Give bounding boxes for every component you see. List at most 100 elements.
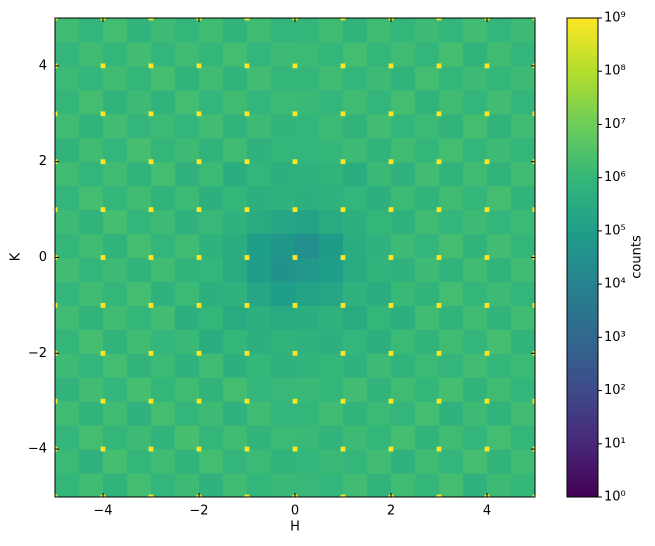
cell [271,89,296,115]
cell [247,329,272,354]
cell [151,65,176,91]
cell [127,41,152,67]
cell [295,305,320,330]
cell [127,161,152,187]
cell [439,401,464,426]
bragg-peak [148,446,154,452]
x-tick-label: 4 [483,504,491,519]
cell [367,425,392,450]
bragg-peak [484,207,490,212]
cell [319,161,344,187]
cell [103,473,128,497]
cell [343,41,368,67]
cell [103,233,128,258]
x-tick-label: 2 [387,504,395,519]
cell [79,329,104,354]
cell [79,353,104,378]
cell [223,281,248,306]
cell [415,209,440,235]
cell [487,305,512,330]
cell [199,353,224,378]
cell [463,281,488,306]
cell [247,65,272,91]
cell [175,41,200,67]
cell [319,305,344,330]
cell [463,305,488,330]
cell [391,353,416,378]
cell [463,18,488,43]
colorbar-tick-label: 10³ [604,330,626,345]
bragg-peak [532,207,535,212]
cell [439,353,464,378]
bragg-peak [436,446,442,452]
cell [247,449,272,474]
cell [103,257,128,282]
cell [415,113,440,139]
cell [55,161,80,187]
bragg-peak [292,159,298,165]
bragg-peak [292,398,298,404]
cell [295,161,320,187]
cell [79,161,104,187]
cell [343,65,368,91]
cell [391,305,416,330]
cell [439,281,464,306]
cell [199,209,224,235]
bragg-peak [340,63,346,69]
cell [271,305,296,330]
cell [463,329,488,354]
colorbar-tick-label: 10⁶ [604,170,626,185]
cell [151,89,176,115]
bragg-peak [292,63,298,69]
cell [247,41,272,67]
cell [103,281,128,306]
cell [175,137,200,163]
bragg-peak [436,159,442,165]
cell [367,401,392,426]
cell [439,161,464,187]
cell [463,473,488,497]
cell [199,473,224,497]
bragg-peak [532,398,535,404]
cell [343,305,368,330]
cell [343,137,368,163]
cell [223,473,248,497]
cell [367,185,392,211]
bragg-peak [100,63,106,69]
bragg-peak [436,494,442,497]
cell [223,449,248,474]
cell [415,473,440,497]
cell [127,425,152,450]
bragg-peak [388,350,394,356]
cell [247,353,272,378]
bragg-peak [484,63,490,69]
cell [487,353,512,378]
cell [55,401,80,426]
cell [127,233,152,258]
cell [223,41,248,67]
cell [271,401,296,426]
cell [343,257,368,282]
bragg-peak [484,159,490,165]
cell [487,18,512,43]
cell [439,473,464,497]
cell [487,65,512,91]
cell [127,353,152,378]
cell [223,65,248,91]
cell [55,41,80,67]
bragg-peak [244,207,250,212]
bragg-peak [148,18,154,21]
cell [175,473,200,497]
cell [103,113,128,139]
bragg-peak [388,207,394,212]
y-tick-label: −4 [28,442,47,457]
cell [79,233,104,258]
bragg-peak [148,111,154,117]
cell [367,281,392,306]
cell [487,473,512,497]
cell [295,233,320,258]
cell [511,425,535,450]
cell [415,89,440,115]
cell [151,257,176,282]
cell [295,89,320,115]
